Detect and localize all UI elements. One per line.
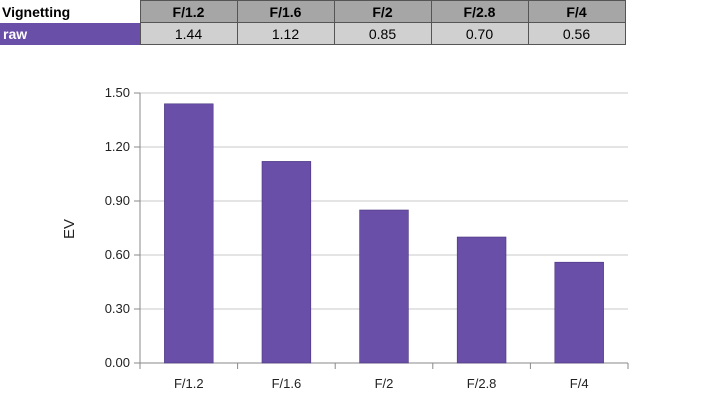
table-header-row: Vignetting F/1.2 F/1.6 F/2 F/2.8 F/4 bbox=[0, 0, 626, 23]
table-value-cell: 0.70 bbox=[430, 22, 529, 45]
y-tick-label: 0.60 bbox=[105, 247, 130, 262]
table-row: raw 1.44 1.12 0.85 0.70 0.56 bbox=[0, 22, 626, 45]
table-row-label: raw bbox=[0, 22, 140, 45]
table-value-cell: 0.56 bbox=[527, 22, 626, 45]
y-tick-label: 1.50 bbox=[105, 85, 130, 100]
y-tick-label: 1.20 bbox=[105, 139, 130, 154]
y-tick-label: 0.00 bbox=[105, 355, 130, 370]
y-tick-label: 0.90 bbox=[105, 193, 130, 208]
x-axis-ticks: F/1.2 F/1.6 F/2 F/2.8 F/4 bbox=[174, 376, 589, 391]
bar bbox=[456, 236, 507, 364]
chart-bars bbox=[164, 103, 604, 364]
x-tick-label: F/2.8 bbox=[467, 376, 497, 391]
y-axis-ticks: 0.00 0.30 0.60 0.90 1.20 1.50 bbox=[105, 85, 130, 370]
x-tick-label: F/4 bbox=[570, 376, 589, 391]
table-value-cell: 0.85 bbox=[333, 22, 432, 45]
bar bbox=[359, 209, 409, 364]
table-value-cell: 1.12 bbox=[236, 22, 335, 45]
bar bbox=[261, 161, 312, 364]
x-tick-label: F/1.2 bbox=[174, 376, 204, 391]
x-tick-label: F/1.6 bbox=[272, 376, 302, 391]
y-axis-label: EV bbox=[61, 219, 78, 239]
vignetting-table: Vignetting F/1.2 F/1.6 F/2 F/2.8 F/4 raw… bbox=[0, 0, 626, 45]
table-header-cell: F/1.2 bbox=[139, 0, 238, 23]
bar bbox=[164, 103, 214, 364]
table-header-cell: F/2 bbox=[333, 0, 432, 23]
table-corner-label: Vignetting bbox=[2, 3, 71, 20]
y-tick-label: 0.30 bbox=[105, 301, 130, 316]
bar bbox=[554, 261, 604, 364]
table-header-cell: F/1.6 bbox=[236, 0, 335, 23]
table-header-cell: F/4 bbox=[527, 0, 626, 23]
x-tick-label: F/2 bbox=[375, 376, 394, 391]
